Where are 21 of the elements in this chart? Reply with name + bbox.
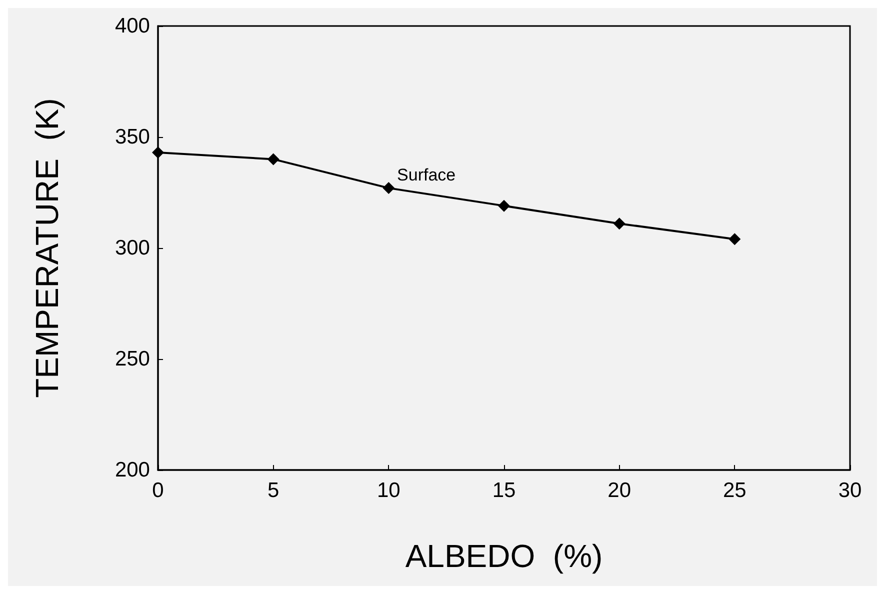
- point: [613, 218, 626, 230]
- y-tick-label: 300: [114, 236, 150, 260]
- point: [267, 153, 280, 166]
- y-tick-label: 400: [114, 14, 150, 38]
- point: [152, 146, 164, 159]
- x-tick-label: 15: [492, 479, 516, 502]
- point: [728, 233, 741, 246]
- y-tick-label: 200: [114, 458, 150, 482]
- series-label: Surface: [397, 165, 456, 184]
- x-tick-label: 5: [267, 479, 280, 502]
- y-tick-label: 350: [114, 126, 150, 148]
- y-axis-title: TEMPERATURE (K): [29, 98, 65, 398]
- x-tick-label: 0: [152, 479, 164, 502]
- point: [498, 200, 510, 212]
- x-tick-label: 20: [608, 479, 632, 502]
- x-tick-label: 10: [376, 479, 400, 502]
- point: [382, 182, 395, 194]
- y-tick-label: 250: [114, 348, 150, 370]
- x-tick-label: 25: [722, 479, 746, 502]
- x-axis-title: ALBEDO (%): [405, 538, 603, 574]
- x-tick-label: 30: [838, 479, 862, 502]
